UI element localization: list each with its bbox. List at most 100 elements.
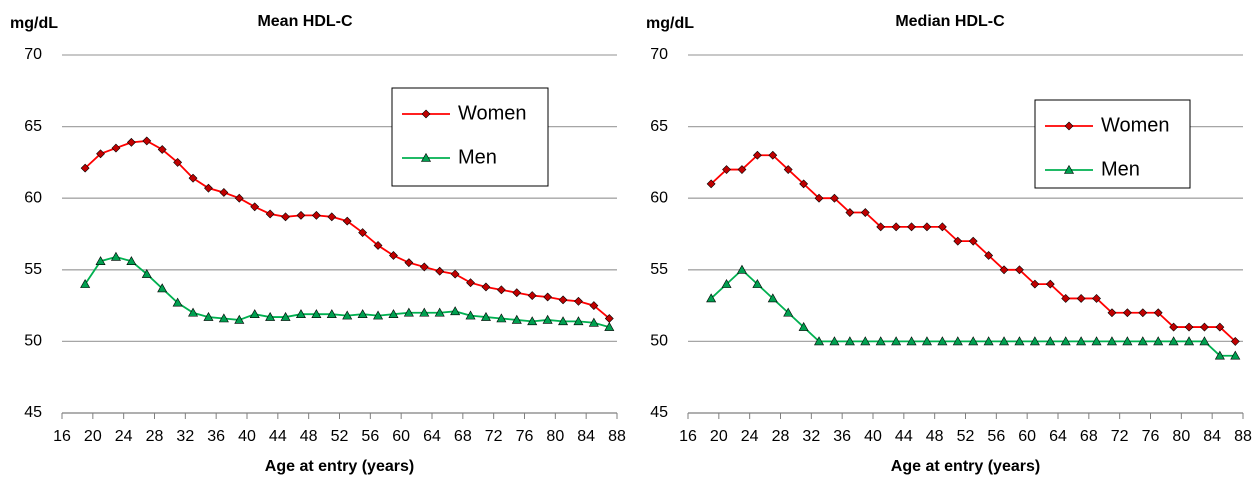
point-marker — [204, 183, 213, 193]
point-marker — [527, 291, 537, 301]
point-marker — [280, 311, 291, 321]
point-marker — [921, 336, 932, 346]
point-marker — [311, 309, 322, 318]
point-marker — [358, 228, 368, 237]
legend-marker — [1064, 121, 1074, 131]
point-marker — [1168, 336, 1179, 346]
y-tick-label: 55 — [650, 261, 668, 278]
x-tick-label: 88 — [1234, 428, 1252, 445]
point-marker — [1169, 322, 1179, 332]
x-tick-label: 68 — [1080, 428, 1098, 445]
y-axis-label: mg/dL — [646, 15, 694, 32]
x-tick-label: 16 — [53, 428, 71, 445]
point-marker — [814, 193, 824, 203]
x-tick-label: 36 — [207, 428, 225, 445]
point-marker — [265, 209, 275, 219]
y-tick-label: 45 — [650, 404, 668, 421]
point-marker — [752, 150, 762, 160]
chart-title: Median HDL-C — [895, 13, 1005, 30]
point-marker — [450, 269, 460, 279]
point-marker — [1014, 336, 1025, 346]
point-marker — [907, 222, 916, 232]
point-marker — [142, 136, 152, 146]
point-marker — [342, 310, 353, 320]
point-marker — [1092, 294, 1101, 303]
point-marker — [466, 278, 475, 288]
point-marker — [80, 279, 91, 288]
legend-label: Men — [458, 146, 497, 168]
point-marker — [281, 212, 290, 222]
y-tick-label: 70 — [24, 46, 42, 63]
point-marker — [891, 222, 901, 232]
point-marker — [403, 307, 414, 317]
point-marker — [311, 210, 321, 220]
point-marker — [389, 251, 398, 260]
point-marker — [126, 256, 137, 266]
point-marker — [1061, 294, 1071, 303]
y-tick-label: 65 — [650, 118, 668, 135]
point-marker — [188, 173, 198, 183]
x-tick-label: 16 — [679, 428, 697, 445]
point-marker — [1045, 336, 1056, 346]
point-marker — [496, 313, 507, 323]
point-marker — [1091, 336, 1102, 346]
x-tick-label: 28 — [146, 428, 164, 445]
x-tick-label: 72 — [1111, 428, 1129, 445]
point-marker — [1030, 279, 1040, 289]
point-marker — [542, 314, 553, 324]
point-marker — [465, 310, 476, 320]
point-marker — [860, 208, 870, 217]
point-marker — [357, 309, 368, 318]
point-marker — [937, 222, 947, 232]
point-marker — [1137, 336, 1148, 346]
x-tick-label: 68 — [454, 428, 472, 445]
point-marker — [157, 145, 167, 154]
point-marker — [249, 309, 260, 318]
point-marker — [1029, 336, 1040, 346]
point-marker — [922, 222, 932, 232]
point-marker — [767, 293, 778, 303]
point-marker — [573, 316, 584, 326]
point-marker — [845, 208, 855, 217]
legend-label: Women — [458, 102, 527, 124]
y-tick-label: 45 — [24, 404, 42, 421]
point-marker — [1153, 336, 1164, 346]
legend-label: Men — [1101, 158, 1140, 180]
x-tick-label: 84 — [577, 428, 595, 445]
x-tick-label: 56 — [987, 428, 1005, 445]
legend-box — [391, 87, 549, 187]
legend-label: Women — [1101, 114, 1170, 136]
point-marker — [721, 279, 732, 288]
legend-marker — [421, 109, 431, 119]
point-marker — [1230, 336, 1240, 346]
point-marker — [589, 301, 599, 311]
point-marker — [218, 313, 229, 323]
y-axis-label: mg/dL — [10, 15, 58, 32]
point-marker — [953, 236, 963, 246]
point-marker — [234, 314, 245, 324]
point-marker — [496, 285, 506, 295]
point-marker — [1076, 336, 1087, 346]
point-marker — [830, 193, 839, 203]
point-marker — [404, 258, 414, 268]
point-marker — [968, 236, 978, 246]
point-marker — [706, 293, 717, 303]
point-marker — [388, 309, 399, 318]
point-marker — [558, 295, 568, 305]
x-tick-label: 44 — [269, 428, 287, 445]
y-tick-label: 70 — [650, 46, 668, 63]
point-marker — [829, 336, 840, 346]
x-tick-label: 24 — [115, 428, 133, 445]
x-tick-label: 32 — [176, 428, 194, 445]
point-marker — [984, 251, 994, 260]
x-tick-label: 80 — [546, 428, 564, 445]
point-marker — [1122, 308, 1132, 318]
point-marker — [876, 222, 886, 232]
point-marker — [875, 336, 886, 346]
point-marker — [604, 321, 615, 331]
x-tick-label: 80 — [1172, 428, 1190, 445]
point-marker — [511, 314, 522, 324]
point-marker — [480, 311, 491, 321]
point-marker — [342, 216, 352, 226]
